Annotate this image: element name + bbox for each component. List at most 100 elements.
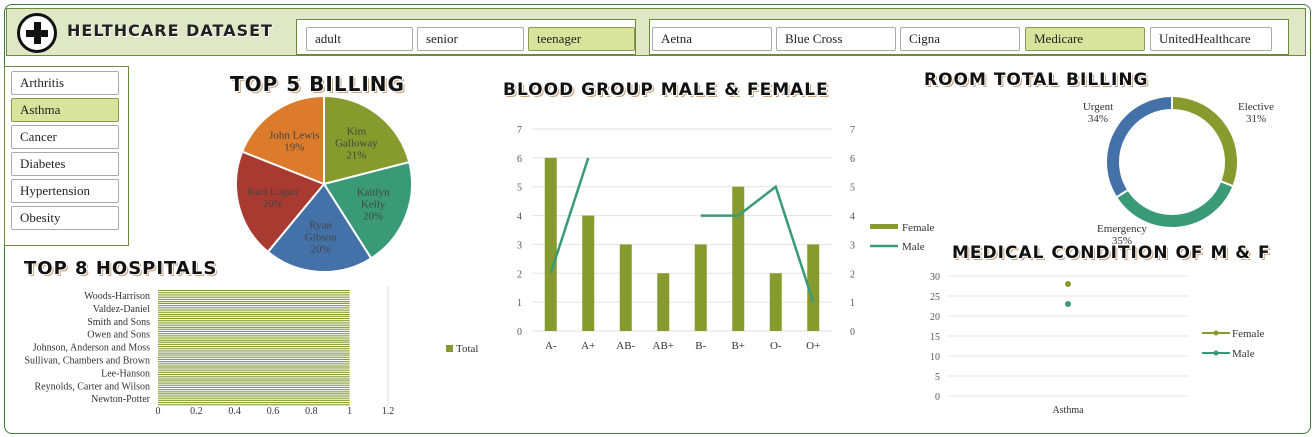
slicer-age-adult[interactable]: adult — [306, 27, 413, 51]
y-axis-right-label: 0 — [850, 327, 855, 338]
pie-data-label: Galloway — [335, 137, 378, 149]
female-bar — [582, 215, 595, 331]
slicer-condition-diabetes[interactable]: Diabetes — [11, 152, 119, 176]
y-axis-left-label: 5 — [517, 183, 522, 194]
donut-slice — [1114, 179, 1235, 229]
slicer-age-teenager[interactable]: teenager — [528, 27, 635, 51]
pie-data-label: 20% — [363, 210, 383, 222]
slicer-insurer-aetna[interactable]: Aetna — [652, 27, 772, 51]
bar-stripe — [158, 328, 350, 330]
value-axis-label: 0.8 — [305, 406, 318, 417]
medical-condition-slicer: Arthritis Asthma Cancer Diabetes Hyperte… — [4, 66, 129, 246]
slicer-insurer-unitedhealthcare[interactable]: UnitedHealthcare — [1150, 27, 1272, 51]
male-point — [1065, 301, 1071, 307]
female-bar — [619, 244, 632, 331]
bar-stripe — [158, 333, 350, 335]
x-axis-label: A+ — [581, 340, 595, 352]
pie-slice — [235, 150, 326, 254]
female-bar — [769, 273, 782, 331]
pie-data-label: 20% — [311, 244, 331, 256]
slicer-insurer-blue-cross[interactable]: Blue Cross — [776, 27, 896, 51]
category-axis-label: Johnson, Anderson and Moss — [33, 343, 150, 354]
bar-stripe — [158, 330, 350, 332]
top8-hospitals-bar-chart: Woods-Harrison Valdez-Daniel Smith and Son… — [24, 286, 478, 417]
legend-dot-male — [1213, 350, 1219, 356]
bar-stripe — [158, 305, 350, 307]
legend-label-female: Female — [902, 222, 934, 234]
bar-stripe — [158, 337, 350, 339]
category-axis-label: Sullivan, Chambers and Brown — [24, 356, 150, 367]
donut-percent-label: 31% — [1246, 113, 1266, 125]
medical-cross-icon — [17, 13, 57, 53]
y-axis-right-label: 2 — [850, 269, 855, 280]
top8-hospitals-title: TOP 8 HOSPITALS — [24, 258, 218, 279]
bar-stripe — [158, 380, 350, 382]
bar-stripe — [158, 320, 350, 322]
y-axis-left-label: 0 — [517, 327, 522, 338]
male-line — [700, 184, 815, 303]
bar-stripe — [158, 322, 350, 324]
bar-stripe — [158, 374, 350, 376]
category-axis-label: Woods-Harrison — [84, 291, 150, 302]
value-axis-label: 0.6 — [267, 406, 280, 417]
hospital-bar — [158, 315, 350, 328]
pie-data-label: John Lewis — [269, 129, 319, 141]
bar-stripe — [158, 404, 350, 406]
y-axis-left-label: 6 — [517, 154, 522, 165]
bar-stripe — [158, 290, 350, 292]
y-axis-left-label: 3 — [517, 240, 522, 251]
slicer-age-senior[interactable]: senior — [417, 27, 524, 51]
bar-stripe — [158, 391, 350, 393]
bar-stripe — [158, 335, 350, 337]
bar-stripe — [158, 309, 350, 311]
bar-stripe — [158, 296, 350, 298]
category-axis-label: Valdez-Daniel — [93, 304, 150, 315]
bar-stripe — [158, 371, 350, 373]
bar-stripe — [158, 339, 350, 341]
medical-condition-title: MEDICAL CONDITION OF M & F — [952, 243, 1271, 263]
bar-stripe — [158, 294, 350, 296]
y-axis-label: 10 — [930, 352, 940, 363]
slicer-condition-asthma[interactable]: Asthma — [11, 98, 119, 122]
bar-stripe — [158, 395, 350, 397]
slicer-insurer-cigna[interactable]: Cigna — [900, 27, 1020, 51]
x-axis-label: B+ — [731, 340, 745, 352]
y-axis-right-label: 6 — [850, 154, 855, 165]
bar-stripe — [158, 301, 350, 303]
y-axis-label: 0 — [935, 392, 940, 403]
slicer-condition-obesity[interactable]: Obesity — [11, 206, 119, 230]
legend-marker-female — [870, 224, 898, 229]
female-point — [1065, 281, 1071, 287]
female-bar — [544, 157, 557, 331]
y-axis-right-label: 7 — [850, 125, 855, 136]
value-axis-label: 1.2 — [382, 406, 395, 417]
slicer-insurer-medicare[interactable]: Medicare — [1025, 27, 1145, 51]
bar-stripe — [158, 346, 350, 348]
pie-data-label: 19% — [284, 141, 304, 153]
x-axis-label: A- — [545, 340, 557, 352]
bar-stripe — [158, 384, 350, 386]
bar-stripe — [158, 343, 350, 345]
value-axis-label: 0.4 — [228, 406, 241, 417]
slicer-condition-cancer[interactable]: Cancer — [11, 125, 119, 149]
y-axis-right-label: 1 — [850, 298, 855, 309]
x-axis-label: O+ — [806, 340, 820, 352]
x-axis-label: AB- — [616, 340, 635, 352]
female-bar — [807, 244, 820, 331]
hospital-bar — [158, 302, 350, 315]
slicer-condition-arthritis[interactable]: Arthritis — [11, 71, 119, 95]
x-axis-label: AB+ — [653, 340, 674, 352]
female-bar — [732, 186, 745, 331]
slicer-condition-hypertension[interactable]: Hypertension — [11, 179, 119, 203]
y-axis-left-label: 2 — [517, 269, 522, 280]
header-bar: HELTHCARE DATASET adult senior teenager … — [6, 8, 1306, 56]
bar-stripe — [158, 315, 350, 317]
donut-label: Emergency — [1097, 223, 1147, 235]
bar-stripe — [158, 302, 350, 304]
y-axis-label: 30 — [930, 272, 940, 283]
y-axis-label: 5 — [935, 372, 940, 383]
dashboard-frame — [4, 4, 1311, 434]
donut-label: Elective — [1238, 101, 1274, 113]
bar-stripe — [158, 313, 350, 315]
hospital-bar — [158, 354, 350, 367]
